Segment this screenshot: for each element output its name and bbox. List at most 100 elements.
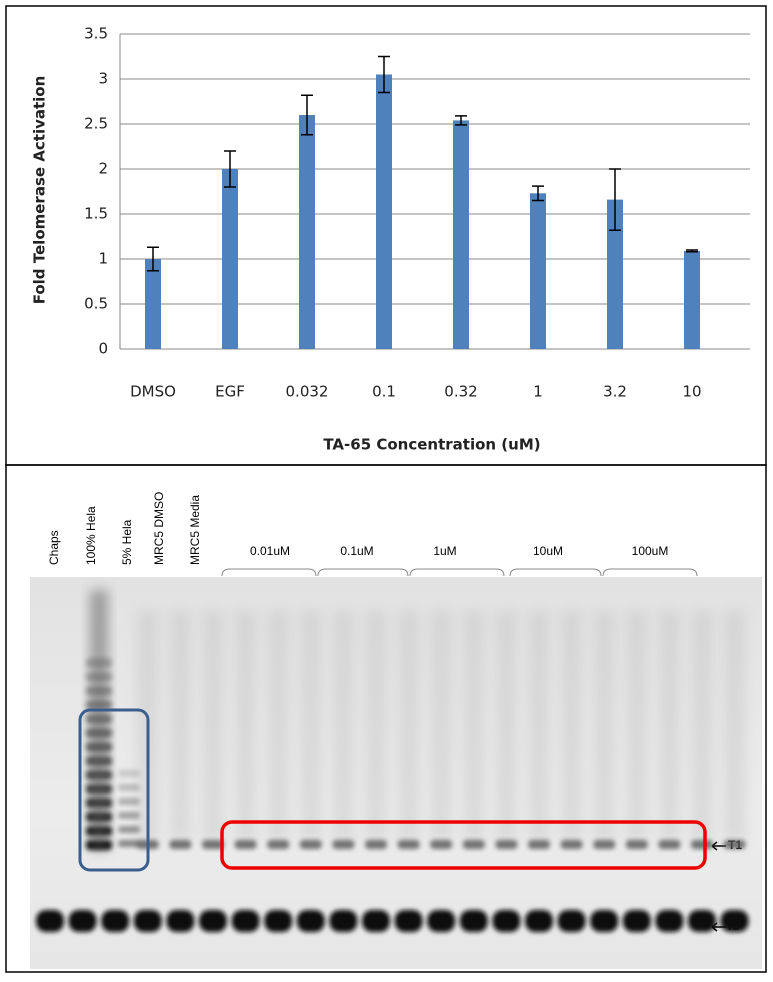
ic-band [68, 910, 97, 932]
ic-band [557, 910, 586, 932]
t1-band [691, 840, 713, 849]
error-bar [224, 150, 236, 188]
t1-band [430, 840, 453, 849]
x-tick-label: EGF [215, 383, 245, 401]
x-tick-label: 0.032 [286, 383, 329, 401]
ic-band [264, 910, 293, 932]
lane-smear [462, 610, 485, 840]
error-bar [378, 55, 390, 94]
error-bar [455, 115, 467, 126]
t1-band [202, 840, 224, 849]
bar [453, 120, 469, 350]
lane-label: MRC5 DMSO [152, 492, 166, 565]
bar [145, 259, 161, 349]
lane-smear [528, 610, 550, 840]
error-bar [301, 94, 313, 136]
ladder-band [118, 784, 140, 791]
lane-smear [723, 610, 746, 840]
group-label: 10uM [533, 544, 563, 558]
ic-band [166, 910, 195, 932]
t1-band [462, 840, 485, 849]
ic-band [459, 910, 488, 932]
t1-band [397, 840, 420, 849]
lane-smear [658, 610, 681, 840]
y-tick-label: 1.5 [84, 205, 108, 223]
x-tick-label: 10 [682, 383, 701, 401]
group-brace [317, 568, 409, 577]
x-tick-label: 0.32 [444, 383, 477, 401]
gel-panel [5, 464, 767, 973]
ic-band [492, 910, 521, 932]
ic-band [394, 910, 423, 932]
ic-band [655, 910, 684, 932]
ladder-band [118, 840, 140, 847]
group-brace [602, 568, 698, 577]
t1-band [365, 840, 387, 849]
lane-smear [495, 610, 518, 840]
ic-band [36, 910, 64, 932]
x-axis-title: TA-65 Concentration (uM) [323, 436, 540, 454]
lane-smear [691, 610, 713, 840]
ladder-band [118, 798, 140, 805]
lane-label: Chaps [47, 530, 61, 565]
band-arrows [711, 841, 726, 932]
group-label: 100uM [632, 544, 669, 558]
t1-band [332, 840, 355, 849]
ic-band [622, 910, 651, 932]
error-bar [686, 249, 698, 253]
lane-smear [202, 610, 224, 840]
ic-band [231, 910, 260, 932]
lane-smear [234, 610, 257, 840]
t1-band [267, 840, 290, 849]
bar [222, 169, 238, 349]
x-tick-label: 0.1 [372, 383, 396, 401]
bar [299, 115, 315, 349]
ic-band [688, 910, 716, 932]
group-label: 1uM [433, 544, 456, 558]
t1-band [234, 840, 257, 849]
ic-band [590, 910, 619, 932]
ic-band [199, 910, 227, 932]
x-tick-label: 3.2 [603, 383, 627, 401]
ic-band [329, 910, 358, 932]
bar [530, 193, 546, 349]
highlight-box [78, 708, 150, 872]
lane-label: 5% Hela [120, 519, 134, 565]
bar [684, 250, 700, 349]
y-axis-title: Fold Telomerase Activation [31, 76, 49, 305]
group-label: 0.1uM [340, 544, 373, 558]
t1-band [593, 840, 616, 849]
error-bar [532, 185, 544, 202]
t1-band [560, 840, 583, 849]
lane-smear [397, 610, 420, 840]
lane-smear [593, 610, 616, 840]
bar [376, 74, 392, 349]
x-tick-label: DMSO [130, 383, 176, 401]
ic-band [720, 910, 749, 932]
ladder-band [118, 826, 140, 833]
error-bar [609, 168, 621, 231]
error-bar [147, 246, 159, 272]
group-brace [409, 568, 505, 577]
lane-label: MRC5 Media [188, 495, 202, 565]
y-tick-label: 2 [98, 160, 108, 178]
t1-band [625, 840, 648, 849]
ic-band [101, 910, 130, 932]
y-tick-label: 0.5 [84, 295, 108, 313]
ic-band [296, 910, 325, 932]
ladder-smear [90, 590, 108, 850]
t1-band [495, 840, 518, 849]
lane-smear [365, 610, 387, 840]
t1-band [299, 840, 322, 849]
t1-band [658, 840, 681, 849]
ladder-band [118, 770, 140, 777]
ic-band [525, 910, 553, 932]
ladder-band [118, 812, 140, 819]
group-label: 0.01uM [250, 544, 290, 558]
ic-band [427, 910, 456, 932]
bar-chart: TA-65 Concentration (uM) Fold Telomerase… [31, 25, 750, 454]
lane-label: 100% Hela [84, 506, 98, 565]
ic-band [362, 910, 390, 932]
